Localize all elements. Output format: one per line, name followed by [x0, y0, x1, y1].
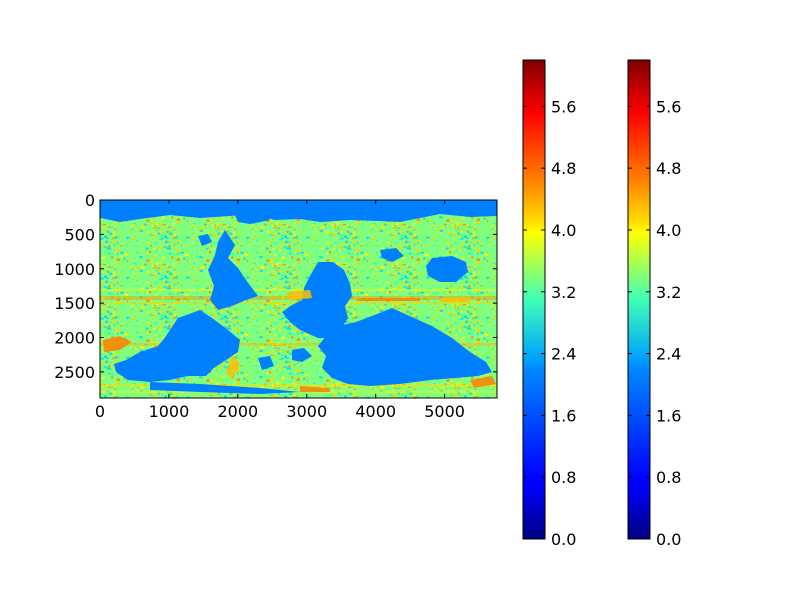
colorbar-1: 0.0 0.8 1.6 2.4 3.2 4.0 4.8 5.6	[522, 59, 576, 549]
land-arctic	[100, 200, 497, 222]
land-mass-7	[258, 356, 274, 370]
colorbar-tick-label: 4.0	[551, 221, 576, 240]
colorbar-tick-label: 5.6	[551, 97, 576, 116]
colorbar-2: 0.0 0.8 1.6 2.4 3.2 4.0 4.8 5.6	[627, 59, 681, 549]
land-mass-8	[150, 382, 300, 394]
colorbar-tick-label: 0.8	[551, 468, 576, 487]
colorbar-tick-label: 4.8	[551, 159, 576, 178]
y-tick-label: 1500	[54, 294, 95, 313]
land-north-1	[234, 212, 270, 224]
x-tick-label: 1000	[149, 402, 190, 421]
colorbar-tick-label: 5.6	[656, 97, 681, 116]
land-mass-2	[282, 262, 352, 338]
heatmap-image	[100, 200, 497, 398]
colorbar-tick-label: 0.0	[656, 530, 681, 549]
colorbars: 0.0 0.8 1.6 2.4 3.2 4.0 4.8 5.6 0.0 0.8 1.6 2.4 3.2 4…	[522, 59, 681, 549]
colorbar-gradient	[627, 59, 651, 540]
warm-streaks	[103, 290, 496, 392]
colorbar-tick-label: 3.2	[656, 283, 681, 302]
colorbar-tick-label: 4.8	[656, 159, 681, 178]
x-axis-ticks: 0 1000 2000 3000 4000 5000	[95, 200, 465, 421]
land-mass-1	[208, 230, 258, 310]
colorbar-tick-label: 3.2	[551, 283, 576, 302]
colorbar-tick-label: 0.0	[551, 530, 576, 549]
colorbar-tick-label: 4.0	[656, 221, 681, 240]
land-mass-6	[292, 348, 312, 362]
y-tick-label: 2500	[54, 363, 95, 382]
land-mass-5	[318, 308, 492, 386]
colorbar-tick-label: 0.8	[656, 468, 681, 487]
land-masses	[100, 200, 497, 394]
x-tick-label: 2000	[217, 402, 258, 421]
y-tick-label: 500	[64, 225, 95, 244]
x-tick-label: 4000	[355, 402, 396, 421]
y-axis-ticks: 0 500 1000 1500 2000 2500	[54, 191, 497, 382]
x-tick-label: 5000	[424, 402, 465, 421]
colorbar-gradient	[522, 59, 546, 540]
land-mass-9	[380, 248, 404, 262]
land-mass-3	[426, 256, 468, 282]
land-mass-10	[198, 234, 212, 246]
x-tick-label: 3000	[286, 402, 327, 421]
x-tick-label: 0	[95, 402, 105, 421]
colorbar-tick-label: 1.6	[551, 406, 576, 425]
y-tick-label: 0	[85, 191, 95, 210]
y-tick-label: 1000	[54, 260, 95, 279]
land-mass-4	[114, 310, 240, 382]
colorbar-tick-label: 2.4	[656, 345, 681, 364]
axes-frame	[99, 199, 498, 399]
colorbar-tick-label: 1.6	[656, 406, 681, 425]
y-tick-label: 2000	[54, 329, 95, 348]
colorbar-tick-label: 2.4	[551, 345, 576, 364]
